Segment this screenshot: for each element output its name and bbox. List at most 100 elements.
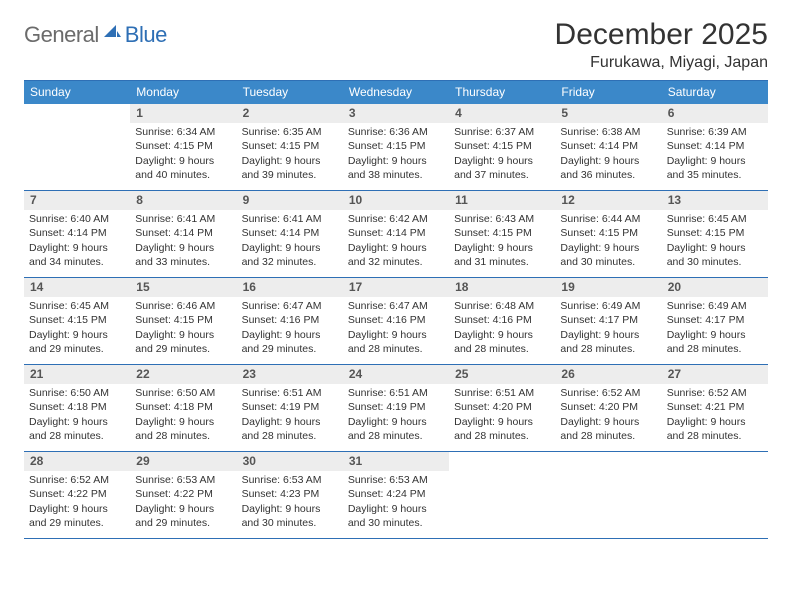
daylight-text: Daylight: 9 hours and 28 minutes. bbox=[560, 415, 656, 443]
daylight-text: Daylight: 9 hours and 28 minutes. bbox=[667, 328, 763, 356]
day-cell: 12Sunrise: 6:44 AMSunset: 4:15 PMDayligh… bbox=[555, 191, 661, 277]
day-details: Sunrise: 6:43 AMSunset: 4:15 PMDaylight:… bbox=[449, 210, 555, 273]
day-cell bbox=[449, 452, 555, 538]
weekday-header: Wednesday bbox=[343, 81, 449, 104]
sunrise-text: Sunrise: 6:38 AM bbox=[560, 125, 656, 139]
day-cell: 30Sunrise: 6:53 AMSunset: 4:23 PMDayligh… bbox=[237, 452, 343, 538]
day-cell: 5Sunrise: 6:38 AMSunset: 4:14 PMDaylight… bbox=[555, 104, 661, 190]
day-details: Sunrise: 6:37 AMSunset: 4:15 PMDaylight:… bbox=[449, 123, 555, 186]
sunset-text: Sunset: 4:15 PM bbox=[135, 139, 231, 153]
day-cell: 7Sunrise: 6:40 AMSunset: 4:14 PMDaylight… bbox=[24, 191, 130, 277]
week-row: 14Sunrise: 6:45 AMSunset: 4:15 PMDayligh… bbox=[24, 278, 768, 365]
day-cell: 21Sunrise: 6:50 AMSunset: 4:18 PMDayligh… bbox=[24, 365, 130, 451]
day-details: Sunrise: 6:50 AMSunset: 4:18 PMDaylight:… bbox=[24, 384, 130, 447]
day-details: Sunrise: 6:47 AMSunset: 4:16 PMDaylight:… bbox=[343, 297, 449, 360]
weekday-header-row: Sunday Monday Tuesday Wednesday Thursday… bbox=[24, 81, 768, 104]
day-cell: 9Sunrise: 6:41 AMSunset: 4:14 PMDaylight… bbox=[237, 191, 343, 277]
daylight-text: Daylight: 9 hours and 30 minutes. bbox=[560, 241, 656, 269]
sunset-text: Sunset: 4:17 PM bbox=[560, 313, 656, 327]
day-details: Sunrise: 6:53 AMSunset: 4:22 PMDaylight:… bbox=[130, 471, 236, 534]
day-cell: 31Sunrise: 6:53 AMSunset: 4:24 PMDayligh… bbox=[343, 452, 449, 538]
day-number: 22 bbox=[130, 365, 236, 384]
sunrise-text: Sunrise: 6:44 AM bbox=[560, 212, 656, 226]
day-cell: 24Sunrise: 6:51 AMSunset: 4:19 PMDayligh… bbox=[343, 365, 449, 451]
day-number: 29 bbox=[130, 452, 236, 471]
day-number: 30 bbox=[237, 452, 343, 471]
month-title: December 2025 bbox=[555, 18, 768, 52]
day-number: 26 bbox=[555, 365, 661, 384]
day-number: 28 bbox=[24, 452, 130, 471]
sunset-text: Sunset: 4:18 PM bbox=[29, 400, 125, 414]
day-number: 14 bbox=[24, 278, 130, 297]
sunset-text: Sunset: 4:14 PM bbox=[560, 139, 656, 153]
day-number: 10 bbox=[343, 191, 449, 210]
sunset-text: Sunset: 4:23 PM bbox=[242, 487, 338, 501]
day-number: 12 bbox=[555, 191, 661, 210]
day-details: Sunrise: 6:47 AMSunset: 4:16 PMDaylight:… bbox=[237, 297, 343, 360]
logo-text-blue: Blue bbox=[125, 22, 167, 48]
page-header: General Blue December 2025 Furukawa, Miy… bbox=[24, 18, 768, 72]
sunset-text: Sunset: 4:15 PM bbox=[454, 226, 550, 240]
calendar-page: General Blue December 2025 Furukawa, Miy… bbox=[0, 0, 792, 549]
sunset-text: Sunset: 4:15 PM bbox=[667, 226, 763, 240]
logo-text-general: General bbox=[24, 22, 99, 48]
day-cell bbox=[24, 104, 130, 190]
daylight-text: Daylight: 9 hours and 28 minutes. bbox=[560, 328, 656, 356]
sunset-text: Sunset: 4:22 PM bbox=[135, 487, 231, 501]
calendar-grid: Sunday Monday Tuesday Wednesday Thursday… bbox=[24, 80, 768, 539]
sunset-text: Sunset: 4:19 PM bbox=[348, 400, 444, 414]
sunrise-text: Sunrise: 6:34 AM bbox=[135, 125, 231, 139]
sunrise-text: Sunrise: 6:43 AM bbox=[454, 212, 550, 226]
day-details: Sunrise: 6:41 AMSunset: 4:14 PMDaylight:… bbox=[130, 210, 236, 273]
day-details: Sunrise: 6:51 AMSunset: 4:19 PMDaylight:… bbox=[237, 384, 343, 447]
sunrise-text: Sunrise: 6:50 AM bbox=[135, 386, 231, 400]
sunset-text: Sunset: 4:17 PM bbox=[667, 313, 763, 327]
sunrise-text: Sunrise: 6:37 AM bbox=[454, 125, 550, 139]
sunset-text: Sunset: 4:18 PM bbox=[135, 400, 231, 414]
sunset-text: Sunset: 4:14 PM bbox=[135, 226, 231, 240]
day-details: Sunrise: 6:42 AMSunset: 4:14 PMDaylight:… bbox=[343, 210, 449, 273]
day-cell: 17Sunrise: 6:47 AMSunset: 4:16 PMDayligh… bbox=[343, 278, 449, 364]
day-details: Sunrise: 6:48 AMSunset: 4:16 PMDaylight:… bbox=[449, 297, 555, 360]
daylight-text: Daylight: 9 hours and 28 minutes. bbox=[348, 415, 444, 443]
sunset-text: Sunset: 4:14 PM bbox=[667, 139, 763, 153]
sunrise-text: Sunrise: 6:41 AM bbox=[135, 212, 231, 226]
day-number: 19 bbox=[555, 278, 661, 297]
daylight-text: Daylight: 9 hours and 29 minutes. bbox=[29, 328, 125, 356]
day-details: Sunrise: 6:53 AMSunset: 4:23 PMDaylight:… bbox=[237, 471, 343, 534]
sunrise-text: Sunrise: 6:50 AM bbox=[29, 386, 125, 400]
day-number: 9 bbox=[237, 191, 343, 210]
sunrise-text: Sunrise: 6:41 AM bbox=[242, 212, 338, 226]
sunset-text: Sunset: 4:15 PM bbox=[348, 139, 444, 153]
sunset-text: Sunset: 4:16 PM bbox=[348, 313, 444, 327]
day-number: 16 bbox=[237, 278, 343, 297]
day-cell: 22Sunrise: 6:50 AMSunset: 4:18 PMDayligh… bbox=[130, 365, 236, 451]
day-details: Sunrise: 6:52 AMSunset: 4:21 PMDaylight:… bbox=[662, 384, 768, 447]
day-details: Sunrise: 6:51 AMSunset: 4:20 PMDaylight:… bbox=[449, 384, 555, 447]
day-details: Sunrise: 6:46 AMSunset: 4:15 PMDaylight:… bbox=[130, 297, 236, 360]
sunrise-text: Sunrise: 6:47 AM bbox=[348, 299, 444, 313]
weeks-container: 1Sunrise: 6:34 AMSunset: 4:15 PMDaylight… bbox=[24, 104, 768, 539]
sunset-text: Sunset: 4:20 PM bbox=[454, 400, 550, 414]
sunrise-text: Sunrise: 6:49 AM bbox=[667, 299, 763, 313]
day-details: Sunrise: 6:41 AMSunset: 4:14 PMDaylight:… bbox=[237, 210, 343, 273]
day-cell: 23Sunrise: 6:51 AMSunset: 4:19 PMDayligh… bbox=[237, 365, 343, 451]
weekday-header: Thursday bbox=[449, 81, 555, 104]
day-cell: 18Sunrise: 6:48 AMSunset: 4:16 PMDayligh… bbox=[449, 278, 555, 364]
sunrise-text: Sunrise: 6:52 AM bbox=[29, 473, 125, 487]
weekday-header: Tuesday bbox=[237, 81, 343, 104]
day-details: Sunrise: 6:45 AMSunset: 4:15 PMDaylight:… bbox=[662, 210, 768, 273]
daylight-text: Daylight: 9 hours and 38 minutes. bbox=[348, 154, 444, 182]
day-details: Sunrise: 6:39 AMSunset: 4:14 PMDaylight:… bbox=[662, 123, 768, 186]
day-cell bbox=[662, 452, 768, 538]
day-cell: 29Sunrise: 6:53 AMSunset: 4:22 PMDayligh… bbox=[130, 452, 236, 538]
week-row: 21Sunrise: 6:50 AMSunset: 4:18 PMDayligh… bbox=[24, 365, 768, 452]
day-number: 11 bbox=[449, 191, 555, 210]
day-number: 23 bbox=[237, 365, 343, 384]
day-number: 6 bbox=[662, 104, 768, 123]
sunset-text: Sunset: 4:16 PM bbox=[454, 313, 550, 327]
day-cell bbox=[555, 452, 661, 538]
daylight-text: Daylight: 9 hours and 28 minutes. bbox=[454, 328, 550, 356]
daylight-text: Daylight: 9 hours and 28 minutes. bbox=[29, 415, 125, 443]
day-number: 17 bbox=[343, 278, 449, 297]
